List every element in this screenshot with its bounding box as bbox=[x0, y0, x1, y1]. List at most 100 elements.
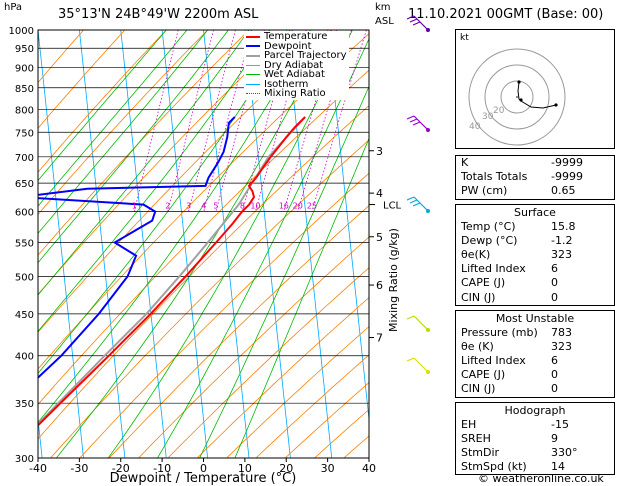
isotherm-line bbox=[0, 30, 1, 458]
pressure-tick-label: 450 bbox=[15, 310, 34, 321]
dry-adiabat-line bbox=[138, 236, 369, 458]
wind-barb-base bbox=[426, 370, 430, 374]
hodograph-stats-title: Hodograph bbox=[504, 403, 566, 417]
pressure-tick-label: 850 bbox=[15, 84, 34, 95]
wet-adiabat-line bbox=[38, 30, 271, 332]
mu-row: Pressure (mb) 783 bbox=[461, 325, 572, 339]
hodograph-point bbox=[554, 103, 558, 107]
pressure-unit-label: hPa bbox=[4, 2, 23, 13]
legend-label: Parcel Trajectory bbox=[264, 50, 347, 61]
x-tick-label: -20 bbox=[112, 462, 130, 475]
mixing-ratio-line bbox=[188, 30, 236, 212]
km-tick-label: 3 bbox=[376, 145, 383, 158]
pressure-tick-label: 750 bbox=[15, 128, 34, 139]
hodograph: kt 20 30 40 bbox=[455, 29, 615, 149]
mixing-ratio-label: 4 bbox=[201, 202, 206, 211]
wind-barb-base bbox=[426, 128, 430, 132]
pressure-tick-label: 500 bbox=[15, 272, 34, 283]
hodograph-unit: kt bbox=[460, 33, 469, 43]
mixing-ratio-label: 20 bbox=[293, 202, 303, 211]
mu-row: CIN (J) 0 bbox=[461, 382, 558, 396]
mixing-ratio-label: 2 bbox=[165, 202, 170, 211]
surface-row: θe(K) 323 bbox=[461, 247, 572, 261]
height-ref-label: ASL bbox=[375, 16, 394, 27]
wind-barb-staff bbox=[413, 115, 429, 131]
mixing-ratio-axis-label: Mixing Ratio (g/kg) bbox=[387, 228, 400, 332]
pressure-tick-label: 1000 bbox=[9, 26, 34, 37]
pressure-tick-label: 600 bbox=[15, 208, 34, 219]
wet-adiabat-line bbox=[38, 30, 250, 296]
x-axis-label: Dewpoint / Temperature (°C) bbox=[110, 471, 297, 486]
hodograph-point bbox=[519, 98, 523, 102]
wind-barb-flag bbox=[406, 357, 415, 362]
wind-barb-staff bbox=[413, 357, 429, 373]
wind-barb-base bbox=[426, 28, 430, 32]
x-tick-label: -40 bbox=[29, 462, 47, 475]
wind-barb-base bbox=[426, 209, 430, 213]
height-unit-label: km bbox=[375, 2, 391, 13]
most-unstable-title: Most Unstable bbox=[495, 311, 575, 325]
dewpoint-line bbox=[38, 116, 236, 379]
legend-swatch bbox=[246, 64, 260, 66]
hodograph-ring-40: 40 bbox=[469, 122, 481, 132]
wind-barb-flag bbox=[409, 118, 418, 123]
mixing-ratio-line bbox=[311, 30, 367, 212]
pressure-tick-label: 300 bbox=[15, 454, 34, 465]
legend-swatch bbox=[246, 54, 260, 57]
wind-barb-staff bbox=[413, 15, 429, 31]
dry-adiabat-line bbox=[167, 267, 369, 458]
pressure-tick-label: 350 bbox=[15, 399, 34, 410]
hodo-row: EH -15 bbox=[461, 417, 569, 431]
location-title: 35°13'N 24B°49'W 2200m ASL bbox=[58, 7, 259, 22]
hodograph-origin bbox=[516, 96, 518, 98]
hodograph-stats-box: Hodograph EH -15 SREH 9 StmDir 330° StmSpd … bbox=[455, 401, 615, 476]
wind-barb-staff bbox=[413, 196, 429, 212]
wind-barb-flag bbox=[406, 115, 415, 120]
legend-entry: Wet Adiabat bbox=[246, 70, 347, 80]
most-unstable-box: Most Unstable Pressure (mb) 783 θe (K) 323… bbox=[455, 309, 615, 398]
lcl-label: LCL bbox=[383, 201, 402, 212]
legend-entry: Isotherm bbox=[246, 79, 347, 90]
wind-barb-flag bbox=[406, 15, 415, 20]
legend-entry: Mixing Ratio bbox=[246, 89, 347, 99]
wind-barb-flag bbox=[412, 121, 421, 126]
x-tick-label: 20 bbox=[279, 462, 293, 475]
legend-entry: Temperature bbox=[246, 32, 347, 42]
isotherm-line bbox=[38, 30, 84, 458]
x-tick-label: 0 bbox=[200, 462, 207, 475]
dry-adiabat-line bbox=[38, 30, 250, 256]
wind-barb-flag bbox=[409, 199, 418, 204]
pressure-tick-label: 650 bbox=[15, 179, 34, 190]
legend-swatch bbox=[246, 93, 260, 95]
surface-row: CAPE (J) 0 bbox=[461, 276, 558, 290]
legend-entry: Parcel Trajectory bbox=[246, 51, 347, 61]
km-tick-label: 7 bbox=[376, 332, 383, 345]
legend-label: Dewpoint bbox=[264, 40, 312, 52]
dry-adiabat-line bbox=[38, 30, 84, 84]
basic-indices-box: K -9999 Totals Totals -9999 PW (cm) 0.65 bbox=[455, 155, 615, 200]
dry-adiabat-line bbox=[108, 205, 369, 458]
chart-legend: Temperature Dewpoint Parcel Trajectory Dry … bbox=[244, 31, 349, 100]
pressure-tick-label: 900 bbox=[15, 63, 34, 74]
copyright-link[interactable]: © weatheronline.co.uk bbox=[478, 472, 604, 485]
parcel-trajectory-line bbox=[38, 116, 306, 426]
x-tick-label: -30 bbox=[70, 462, 88, 475]
mixing-ratio-label: 10 bbox=[250, 202, 260, 211]
wind-barb-flag bbox=[409, 18, 418, 23]
pressure-tick-label: 550 bbox=[15, 239, 34, 250]
km-tick-label: 6 bbox=[376, 279, 383, 292]
legend-entry: Dry Adiabat bbox=[246, 60, 347, 71]
pressure-tick-label: 950 bbox=[15, 44, 34, 55]
legend-label: Temperature bbox=[264, 31, 328, 42]
pressure-tick-label: 800 bbox=[15, 105, 34, 116]
hodo-row: StmSpd (kt) 14 bbox=[461, 460, 565, 474]
mu-row: θe (K) 323 bbox=[461, 339, 572, 353]
x-tick-label: 40 bbox=[362, 462, 376, 475]
legend-label: Wet Adiabat bbox=[264, 69, 325, 80]
km-tick-label: 5 bbox=[376, 231, 383, 244]
dry-adiabat-line bbox=[196, 296, 369, 458]
mixing-ratio-label: 16 bbox=[279, 202, 289, 211]
wind-barb-flag bbox=[412, 21, 421, 26]
surface-box: Surface Temp (°C) 15.8 Dewp (°C) -1.2 θe(K… bbox=[455, 203, 615, 306]
